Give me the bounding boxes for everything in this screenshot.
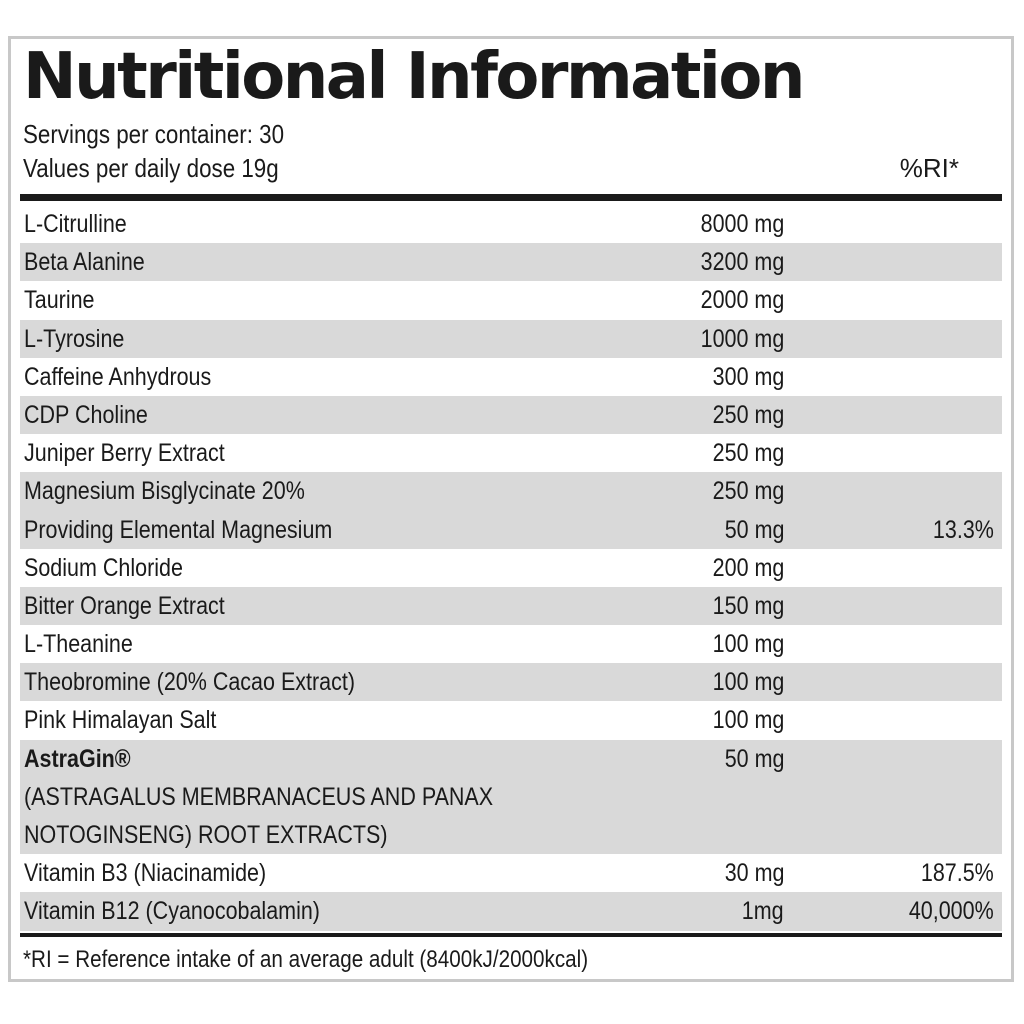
table-row: Caffeine Anhydrous 300 mg [20, 358, 1002, 396]
header-divider [20, 194, 1002, 201]
footer-divider [20, 933, 1002, 937]
nutrient-amount: 200 mg [712, 553, 784, 582]
nutrient-name: Caffeine Anhydrous [24, 362, 212, 391]
nutrient-name: Pink Himalayan Salt [24, 706, 217, 735]
nutrient-name: Juniper Berry Extract [24, 439, 225, 468]
table-row: CDP Choline 250 mg [20, 395, 1002, 435]
nutrient-amount: 8000 mg [700, 210, 784, 238]
nutrient-amount: 100 mg [712, 706, 784, 735]
astragin-description-line1: (ASTRAGALUS MEMBRANACEUS AND PANAX [24, 782, 494, 811]
nutrient-ri: 40,000% [909, 897, 994, 926]
page-title: Nutritional Information [23, 40, 805, 114]
nutrient-name: L-Citrulline [24, 210, 127, 238]
nutrient-name: AstraGin® [24, 744, 131, 773]
nutrient-ri: 13.3% [933, 515, 994, 544]
table-row: Sodium Chloride 200 mg [20, 549, 1002, 587]
table-row: Juniper Berry Extract 250 mg [20, 434, 1002, 472]
nutrient-name: L-Tyrosine [24, 324, 125, 353]
nutrient-amount: 100 mg [712, 630, 784, 659]
table-row: L-Theanine 100 mg [20, 625, 1002, 663]
nutrient-ri: 187.5% [921, 859, 994, 888]
nutrient-amount: 250 mg [712, 477, 784, 506]
table-row: Vitamin B3 (Niacinamide) 30 mg 187.5% [20, 854, 1002, 892]
nutrient-amount: 150 mg [712, 591, 784, 620]
nutrient-amount: 100 mg [712, 668, 784, 697]
table-row: Providing Elemental Magnesium 50 mg 13.3… [20, 510, 1002, 549]
nutrient-name: Bitter Orange Extract [24, 591, 225, 620]
nutrient-name: Magnesium Bisglycinate 20% [24, 477, 305, 506]
nutrient-amount: 50 mg [724, 515, 784, 544]
nutrient-name: Beta Alanine [24, 248, 145, 277]
nutrient-amount: 2000 mg [700, 286, 784, 315]
nutrient-amount: 50 mg [724, 744, 784, 773]
nutrient-name: Sodium Chloride [24, 553, 183, 582]
nutrient-amount: 250 mg [712, 400, 784, 429]
table-row: Theobromine (20% Cacao Extract) 100 mg [20, 663, 1002, 702]
table-row: L-Tyrosine 1000 mg [20, 319, 1002, 358]
nutrient-name: L-Theanine [24, 630, 133, 659]
footnote: *RI = Reference intake of an average adu… [23, 946, 589, 973]
nutrient-amount: 1mg [742, 897, 784, 926]
ri-column-header: %RI* [899, 153, 959, 183]
nutrient-name: CDP Choline [24, 400, 148, 429]
nutrient-name: Vitamin B12 (Cyanocobalamin) [24, 897, 320, 926]
nutrient-name: Taurine [24, 286, 95, 315]
nutrient-amount: 250 mg [712, 439, 784, 468]
table-row: Bitter Orange Extract 150 mg [20, 586, 1002, 626]
table-row: Vitamin B12 (Cyanocobalamin) 1mg 40,000% [20, 892, 1002, 931]
table-row: Beta Alanine 3200 mg [20, 243, 1002, 282]
nutrient-name: Vitamin B3 (Niacinamide) [24, 859, 267, 888]
nutrient-amount: 300 mg [712, 362, 784, 391]
nutrition-panel: Nutritional Information Servings per con… [8, 36, 1014, 982]
servings-per-container: Servings per container: 30 [23, 119, 285, 149]
table-row: Magnesium Bisglycinate 20% 250 mg [20, 472, 1002, 511]
table-row-astragin: AstraGin® 50 mg (ASTRAGALUS MEMBRANACEUS… [20, 739, 1002, 855]
nutrient-amount: 3200 mg [700, 248, 784, 277]
table-row: Pink Himalayan Salt 100 mg [20, 701, 1002, 739]
values-per-dose: Values per daily dose 19g [23, 153, 279, 183]
table-row: Taurine 2000 mg [20, 281, 1002, 319]
table-row: L-Citrulline 8000 mg [20, 205, 1002, 243]
nutrient-amount: 1000 mg [700, 324, 784, 353]
nutrient-table: L-Citrulline 8000 mg Beta Alanine 3200 m… [20, 205, 1002, 931]
nutrient-name: Theobromine (20% Cacao Extract) [24, 668, 356, 697]
astragin-description-line2: NOTOGINSENG) ROOT EXTRACTS) [24, 821, 388, 850]
nutrient-name: Providing Elemental Magnesium [24, 515, 333, 544]
nutrient-amount: 30 mg [724, 859, 784, 888]
